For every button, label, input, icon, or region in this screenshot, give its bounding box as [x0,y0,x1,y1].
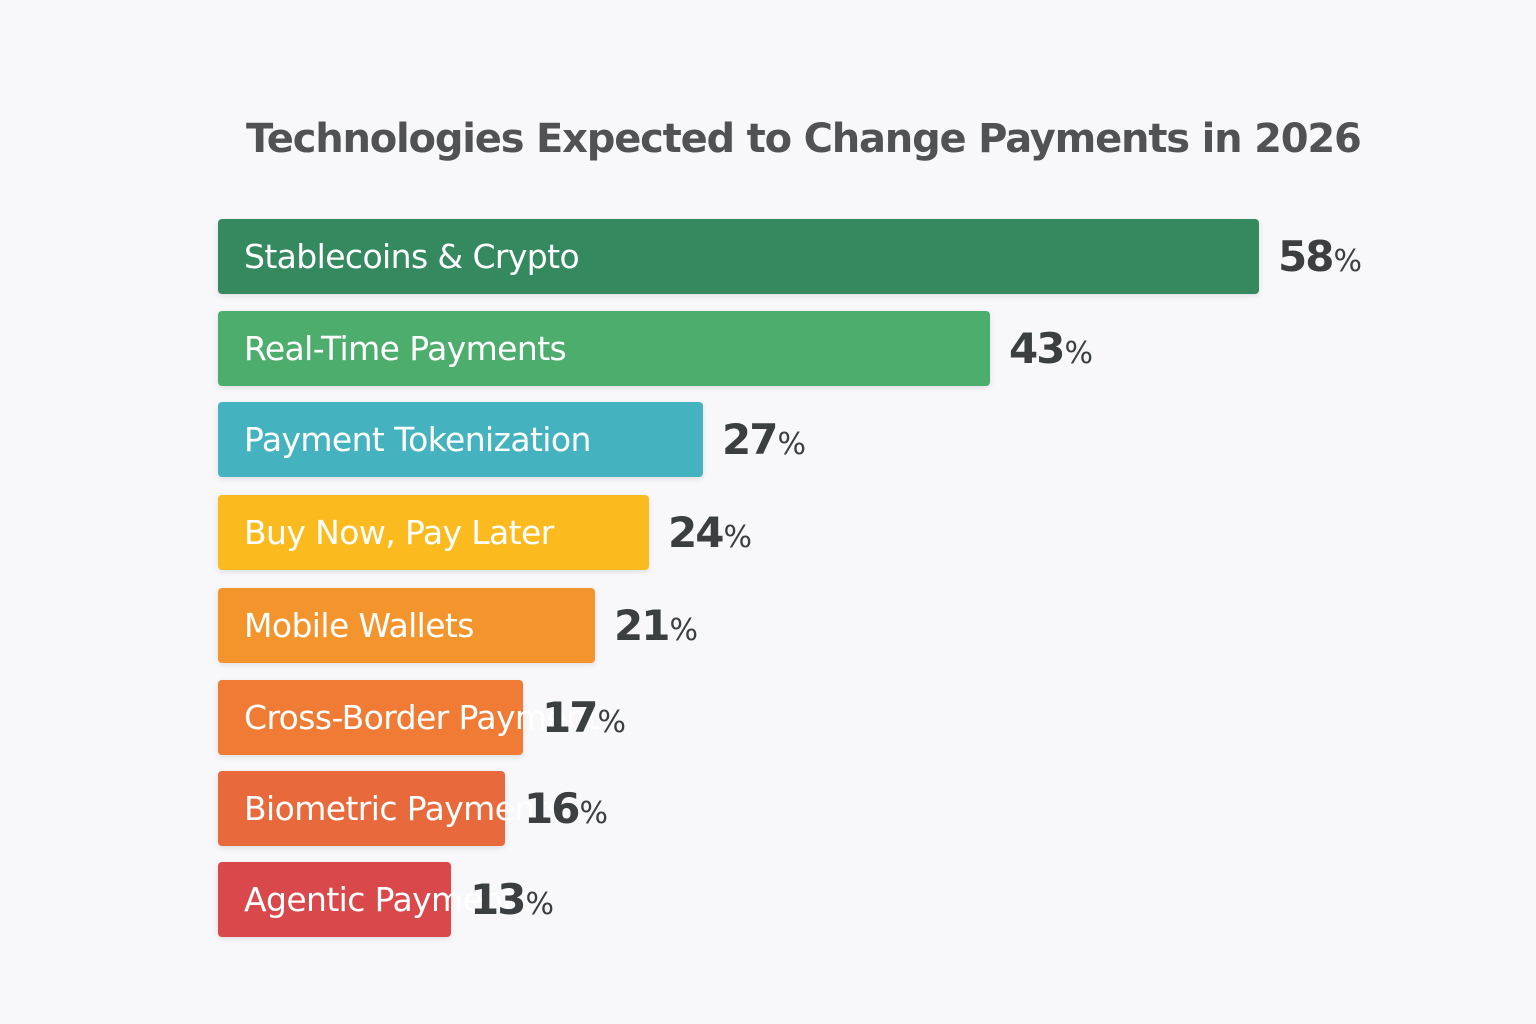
bar-value: 24% [668,508,752,557]
bar-buy-now-pay-later: Buy Now, Pay Later [218,495,649,570]
value-number: 17 [542,693,598,742]
value-percent-sign: % [525,887,554,922]
bar-mobile-wallets: Mobile Wallets [218,588,595,663]
bar-value: 27% [722,415,806,464]
value-percent-sign: % [1064,336,1093,371]
value-percent-sign: % [723,520,752,555]
value-number: 21 [614,601,670,650]
value-number: 13 [470,875,526,924]
bar-value: 21% [614,601,698,650]
value-percent-sign: % [579,796,608,831]
bar-biometric-payments: Biometric Payments [218,771,564,846]
value-percent-sign: % [1333,244,1362,279]
value-number: 16 [524,784,580,833]
value-percent-sign: % [669,613,698,648]
bar-value: 13% [470,875,554,924]
value-number: 24 [668,508,724,557]
bar-label: Buy Now, Pay Later [244,513,554,552]
bar-label: Cross-Border Payments [244,698,616,737]
value-number: 58 [1278,232,1334,281]
bar-label: Biometric Payments [244,789,564,828]
value-percent-sign: % [597,705,626,740]
bar-value: 16% [524,784,608,833]
bar-label: Mobile Wallets [244,606,474,645]
bar-value: 58% [1278,232,1362,281]
bar-value: 17% [542,693,626,742]
bar-label: Payment Tokenization [244,420,591,459]
chart-title: Technologies Expected to Change Payments… [246,116,1362,162]
value-number: 27 [722,415,778,464]
bar-label: Real-Time Payments [244,329,567,368]
bar-cross-border-payments: Cross-Border Payments [218,680,616,755]
bar-stablecoins-crypto: Stablecoins & Crypto [218,219,1259,294]
bar-payment-tokenization: Payment Tokenization [218,402,703,477]
value-percent-sign: % [777,427,806,462]
bar-value: 43% [1009,324,1093,373]
bar-agentic-payments: Agentic Payments [218,862,532,937]
bar-label: Agentic Payments [244,880,532,919]
value-number: 43 [1009,324,1065,373]
bar-label: Stablecoins & Crypto [244,237,580,276]
bar-real-time-payments: Real-Time Payments [218,311,990,386]
